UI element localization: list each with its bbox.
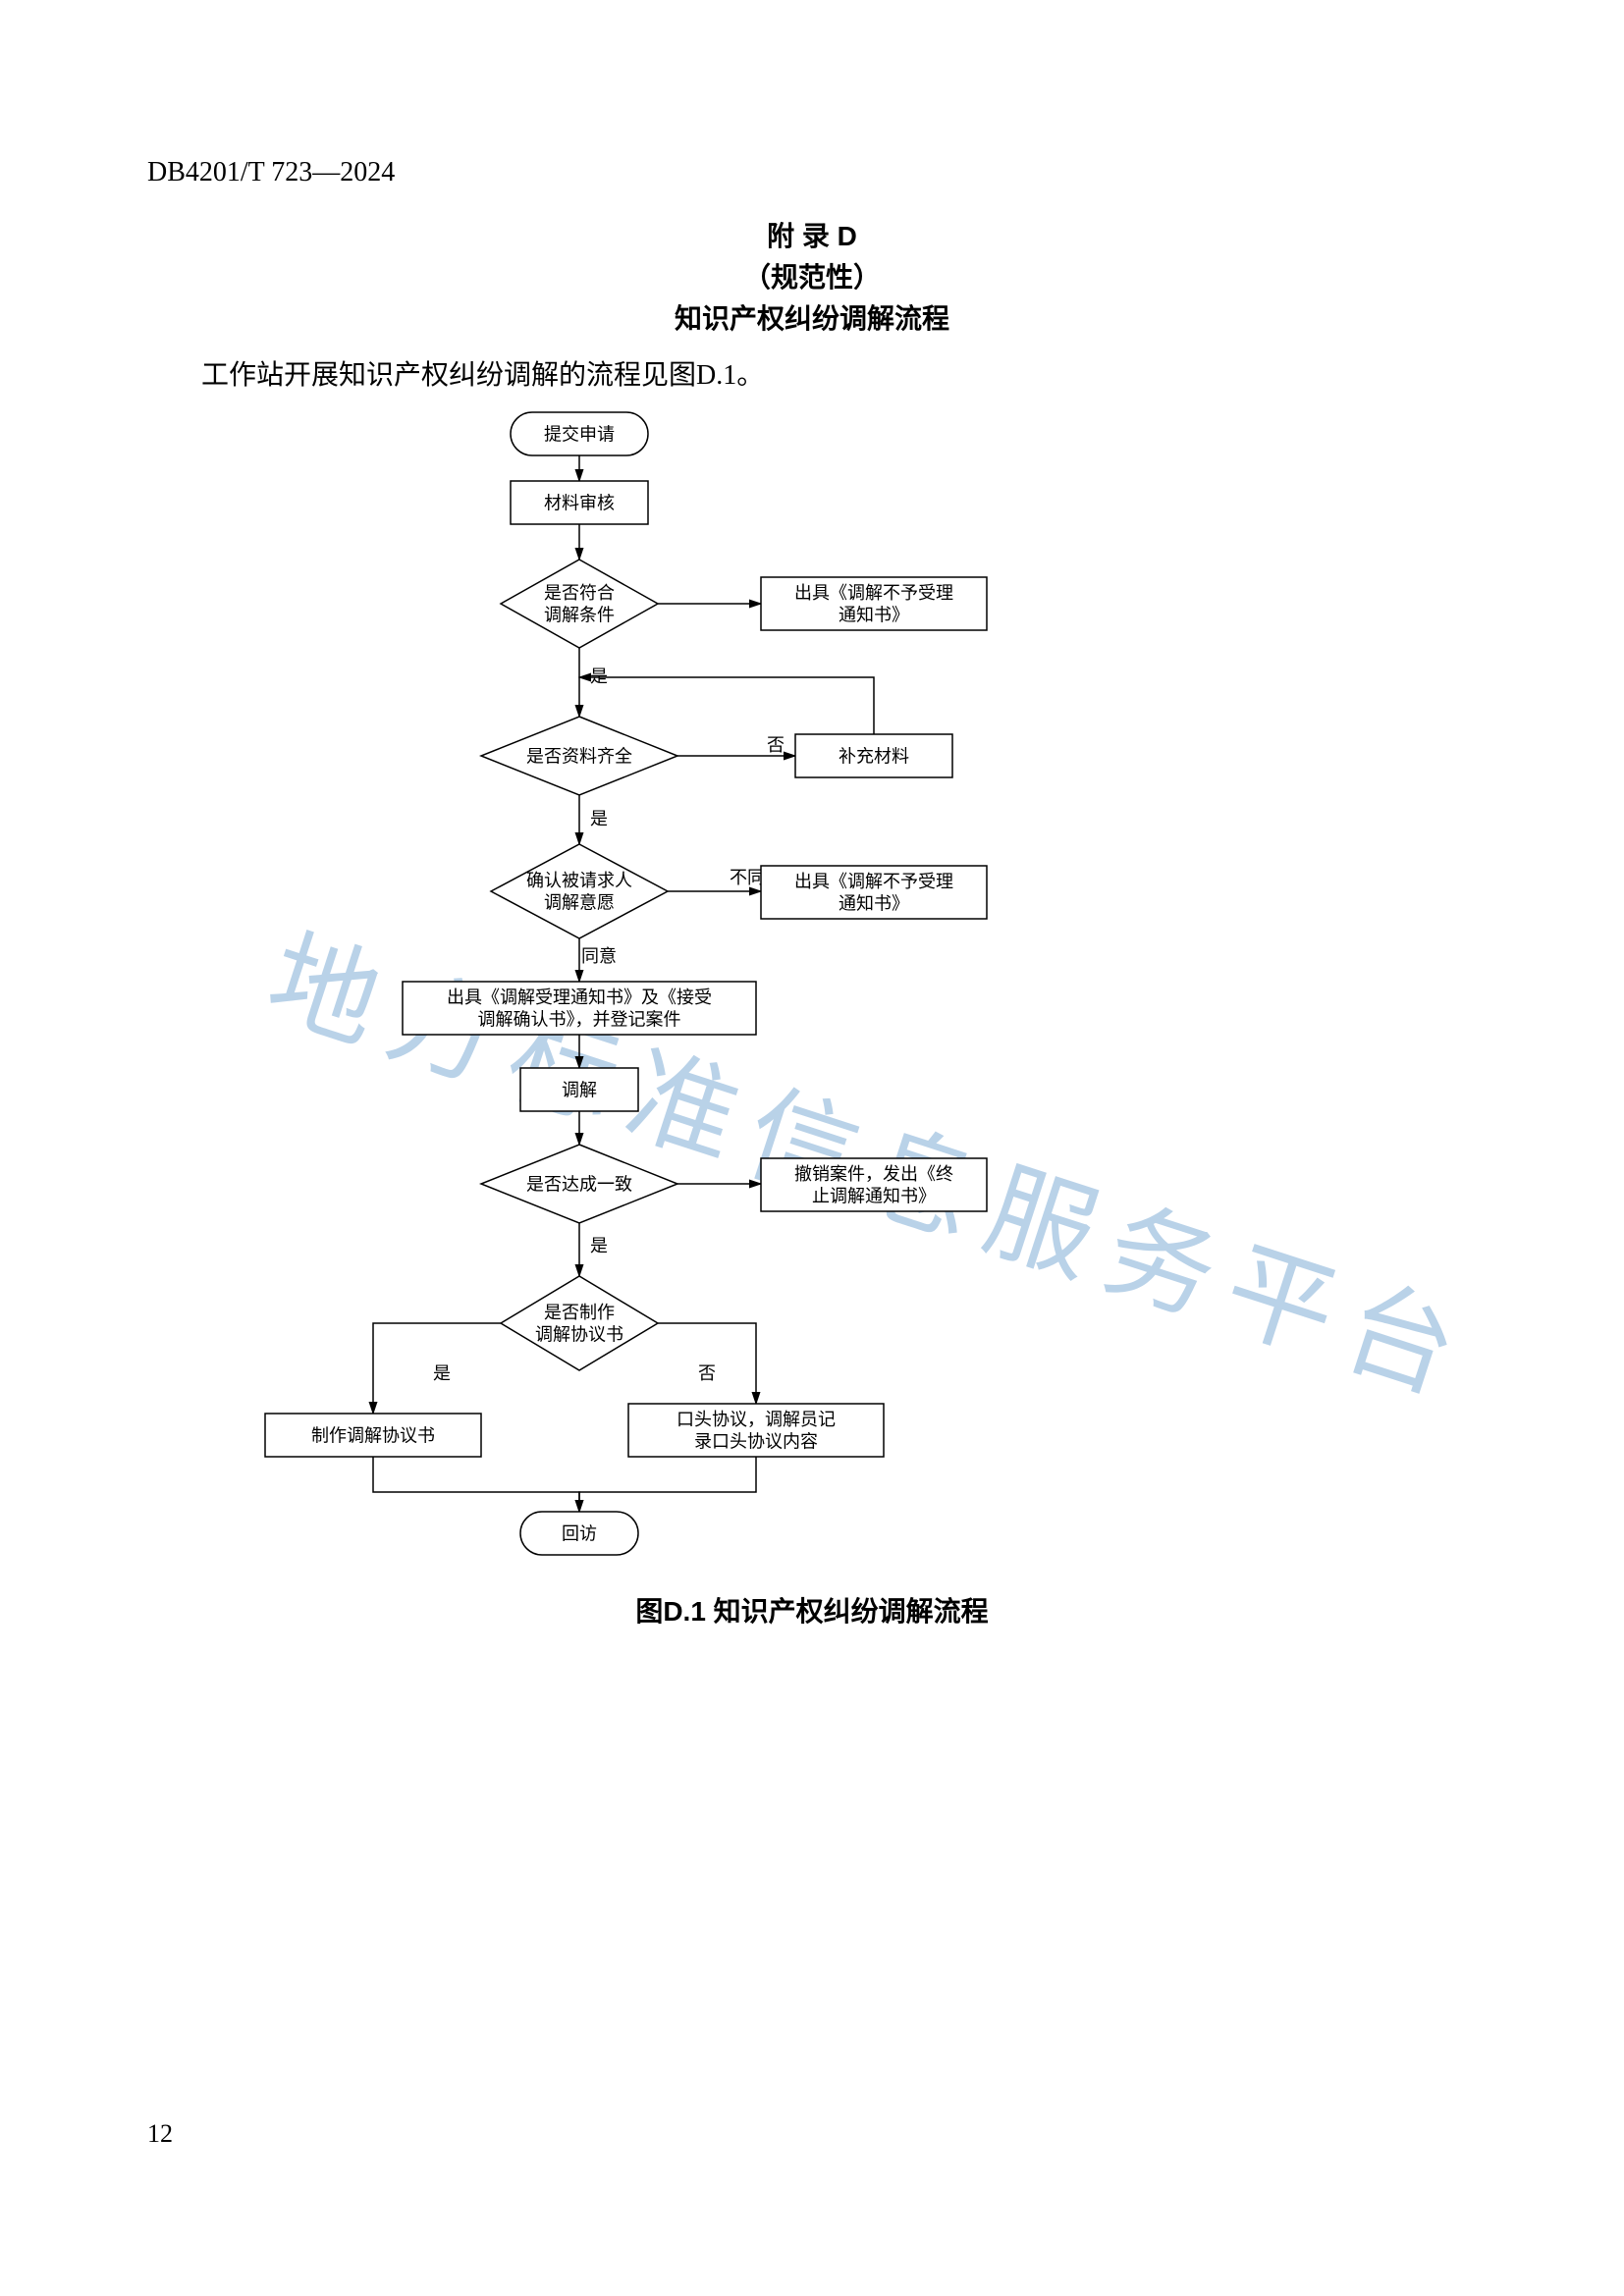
svg-text:是: 是 xyxy=(433,1363,451,1383)
appendix-title: 附 录 D xyxy=(0,216,1624,257)
page-number: 12 xyxy=(147,2119,173,2149)
svg-text:是: 是 xyxy=(590,1236,608,1255)
svg-text:制作调解协议书: 制作调解协议书 xyxy=(311,1425,435,1445)
flowchart-svg: 否是否是不同意同意否是是否 提交申请材料审核是否符合调解条件出具《调解不予受理通… xyxy=(147,393,1326,1571)
svg-text:是: 是 xyxy=(590,809,608,828)
svg-text:提交申请: 提交申请 xyxy=(544,424,615,444)
page: DB4201/T 723—2024 附 录 D （规范性） 知识产权纠纷调解流程… xyxy=(0,0,1624,2296)
appendix-name: 知识产权纠纷调解流程 xyxy=(0,298,1624,340)
svg-text:补充材料: 补充材料 xyxy=(839,746,909,766)
svg-text:否: 否 xyxy=(767,735,785,755)
svg-text:调解: 调解 xyxy=(562,1080,597,1099)
figure-caption: 图D.1 知识产权纠纷调解流程 xyxy=(0,1590,1624,1629)
doc-code: DB4201/T 723—2024 xyxy=(147,157,395,188)
appendix-type: （规范性） xyxy=(0,257,1624,298)
intro-text: 工作站开展知识产权纠纷调解的流程见图D.1。 xyxy=(201,353,764,393)
svg-text:回访: 回访 xyxy=(562,1523,597,1543)
appendix-header: 附 录 D （规范性） 知识产权纠纷调解流程 xyxy=(0,216,1624,340)
svg-text:是否达成一致: 是否达成一致 xyxy=(526,1174,632,1194)
flowchart: 否是否是不同意同意否是是否 提交申请材料审核是否符合调解条件出具《调解不予受理通… xyxy=(147,393,1326,1571)
svg-text:同意: 同意 xyxy=(581,946,617,966)
svg-text:材料审核: 材料审核 xyxy=(544,493,615,512)
svg-text:否: 否 xyxy=(698,1363,716,1383)
svg-text:是否资料齐全: 是否资料齐全 xyxy=(526,746,632,766)
svg-text:是: 是 xyxy=(590,667,608,686)
